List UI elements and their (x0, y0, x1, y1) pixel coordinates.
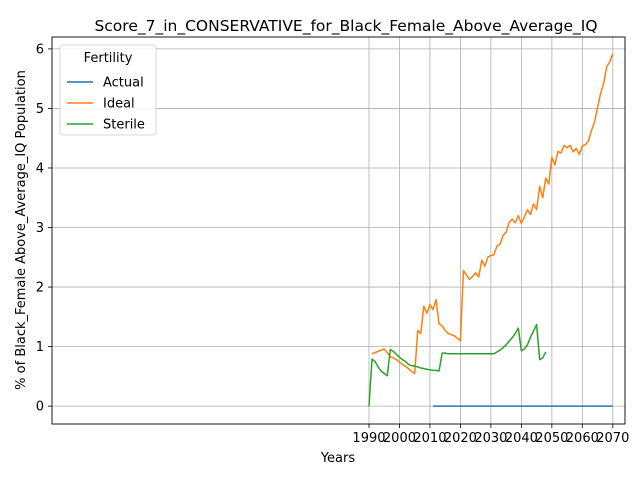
y-tick-label: 3 (36, 221, 44, 236)
legend-title: Fertility (84, 51, 133, 66)
x-tick-label: 2040 (505, 431, 538, 446)
y-tick-label: 2 (36, 281, 44, 296)
x-tick-label: 2000 (383, 431, 416, 446)
y-axis-label: % of Black_Female Above_Average_IQ Popul… (14, 70, 29, 390)
x-tick-label: 1990 (352, 431, 385, 446)
x-tick-label: 2020 (444, 431, 477, 446)
y-tick-label: 0 (36, 400, 44, 415)
series-line-ideal (371, 53, 614, 375)
x-tick-label: 2030 (474, 431, 507, 446)
x-tick-label: 2060 (566, 431, 599, 446)
series-lines (368, 53, 614, 407)
x-tick-label: 2050 (535, 431, 568, 446)
y-tick-label: 4 (36, 161, 44, 176)
x-tick-label: 2070 (596, 431, 629, 446)
y-tick-label: 6 (36, 42, 44, 57)
chart-title: Score_7_in_CONSERVATIVE_for_Black_Female… (94, 17, 597, 36)
x-tick-label: 2010 (413, 431, 446, 446)
x-axis-label: Years (320, 451, 356, 466)
legend-box (59, 44, 157, 136)
plot-frame (51, 36, 626, 425)
y-tick-label: 1 (36, 340, 44, 355)
series-line-sterile (368, 323, 547, 407)
legend: Fertility Actual Ideal Sterile (59, 44, 157, 136)
legend-entry: Sterile (103, 118, 145, 133)
legend-entry: Actual (103, 76, 144, 91)
legend-entry: Ideal (103, 97, 135, 112)
y-tick-label: 5 (36, 102, 44, 117)
